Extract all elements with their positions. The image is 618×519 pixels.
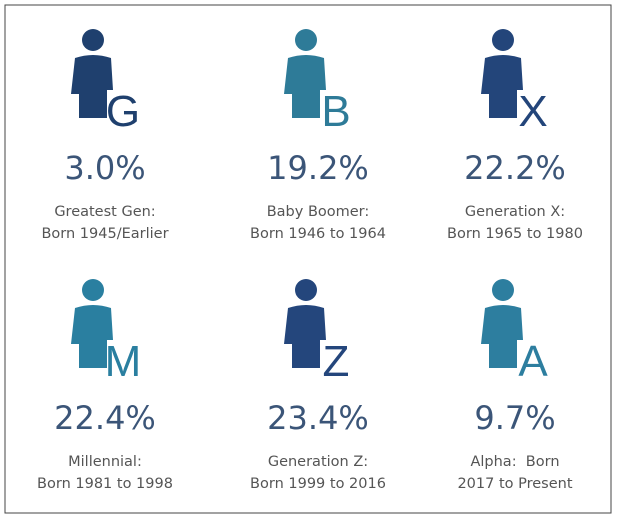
- generation-card: M 22.4% Millennial: Born 1981 to 1998: [37, 279, 173, 492]
- generation-label: Greatest Gen:: [54, 204, 155, 220]
- generation-label: 2017 to Present: [457, 476, 572, 492]
- frame: [4, 4, 612, 514]
- percent-value: 19.2%: [267, 149, 369, 187]
- percent-value: 3.0%: [64, 149, 145, 187]
- generation-card: Z 23.4% Generation Z: Born 1999 to 2016: [250, 279, 386, 492]
- icon-body: [71, 305, 113, 368]
- generation-label: Born 1946 to 1964: [250, 226, 386, 242]
- generation-label: Alpha: Born: [470, 454, 559, 470]
- generation-label: Born 1945/Earlier: [41, 226, 168, 242]
- icon-body: [481, 55, 523, 118]
- generation-letter: B: [321, 87, 350, 136]
- generation-label: Baby Boomer:: [267, 204, 370, 220]
- generation-letter: M: [105, 337, 142, 386]
- person-icon: [284, 279, 326, 368]
- generation-card: A 9.7% Alpha: Born 2017 to Present: [457, 279, 573, 492]
- generation-label: Millennial:: [68, 454, 142, 470]
- generation-label: Born 1999 to 2016: [250, 476, 386, 492]
- percent-value: 22.2%: [464, 149, 566, 187]
- person-icon: [284, 29, 326, 118]
- generation-label: Generation X:: [465, 204, 565, 220]
- generation-card: G 3.0% Greatest Gen: Born 1945/Earlier: [41, 29, 169, 242]
- icon-head: [82, 279, 104, 301]
- generation-label: Born 1965 to 1980: [447, 226, 583, 242]
- generation-label: Generation Z:: [268, 454, 368, 470]
- percent-value: 22.4%: [54, 399, 156, 437]
- person-icon: [71, 279, 113, 368]
- icon-body: [481, 305, 523, 368]
- generation-card: X 22.2% Generation X: Born 1965 to 1980: [447, 29, 583, 242]
- generation-letter: X: [518, 87, 547, 136]
- icon-head: [82, 29, 104, 51]
- generation-label: Born 1981 to 1998: [37, 476, 173, 492]
- percent-value: 23.4%: [267, 399, 369, 437]
- generation-letter: Z: [323, 337, 350, 386]
- person-icon: [481, 29, 523, 118]
- generation-letter: A: [518, 337, 548, 386]
- percent-value: 9.7%: [474, 399, 555, 437]
- generation-letter: G: [106, 87, 140, 136]
- icon-body: [71, 55, 113, 118]
- icon-body: [284, 305, 326, 368]
- icon-head: [492, 29, 514, 51]
- icon-head: [295, 279, 317, 301]
- generation-card: B 19.2% Baby Boomer: Born 1946 to 1964: [250, 29, 386, 242]
- person-icon: [71, 29, 113, 118]
- person-icon: [481, 279, 523, 368]
- icon-head: [492, 279, 514, 301]
- icon-head: [295, 29, 317, 51]
- icon-body: [284, 55, 326, 118]
